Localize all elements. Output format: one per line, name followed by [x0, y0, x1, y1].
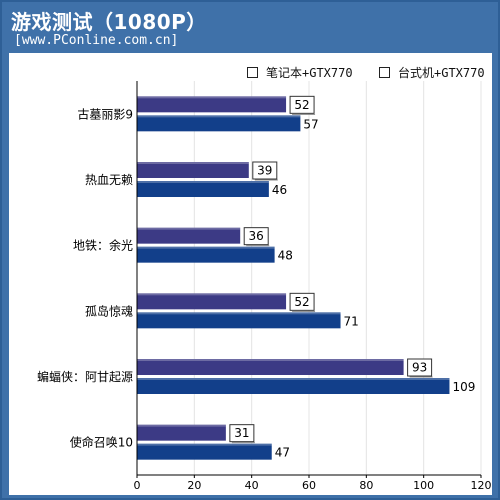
bar-0-1: [137, 162, 249, 178]
bar-highlight-0-5: [137, 424, 226, 427]
category-label-3: 孤岛惊魂: [85, 303, 133, 318]
bar-0-2: [137, 227, 241, 244]
bar-highlight-1-1: [137, 181, 269, 183]
data-label-1-0: 57: [303, 117, 318, 131]
bar-highlight-1-3: [137, 312, 341, 315]
x-tick-label-6: 120: [471, 479, 492, 492]
data-label-box-0-0: [289, 95, 315, 114]
data-label-0-5: 31: [234, 426, 249, 440]
bar-highlight-0-1: [137, 162, 249, 164]
bar-highlight-0-0: [137, 96, 287, 99]
chart-source: [www.PConline.com.cn]: [14, 33, 179, 48]
category-label-4: 蝙蝠侠：阿甘起源: [37, 369, 133, 384]
data-label-1-2: 48: [278, 249, 293, 263]
bar-1-4: [137, 378, 450, 394]
x-tick-label-1: 20: [187, 479, 201, 492]
category-label-0: 古墓丽影9: [77, 106, 133, 121]
category-label-2: 地铁：余光: [73, 238, 133, 253]
x-tick-label-5: 100: [413, 479, 434, 492]
data-label-1-4: 109: [452, 380, 475, 394]
legend-swatch-desktop: [379, 67, 390, 78]
data-label-0-4: 93: [412, 361, 427, 375]
legend-swatch-laptop: [247, 67, 258, 78]
data-label-0-2: 36: [249, 229, 264, 243]
legend-label-desktop: 台式机+GTX770: [398, 66, 485, 80]
bar-highlight-1-0: [137, 115, 301, 118]
legend-item-laptop: 笔记本+GTX770: [247, 64, 353, 81]
x-tick-label-0: 0: [134, 479, 141, 492]
data-label-box-0-3: [289, 292, 315, 311]
chart-title: 游戏测试（1080P）: [11, 10, 207, 34]
bar-1-1: [137, 181, 269, 197]
bar-highlight-1-2: [137, 246, 275, 249]
bar-highlight-1-4: [137, 378, 450, 380]
bar-1-3: [137, 312, 341, 329]
data-label-box-0-5: [229, 424, 255, 443]
data-label-0-0: 52: [294, 98, 309, 112]
bar-0-4: [137, 359, 404, 375]
data-label-1-3: 71: [344, 314, 359, 328]
bar-1-2: [137, 246, 275, 263]
plot-panel: 笔记本+GTX770 台式机+GTX770 古墓丽影9 52 57 热血无赖 39 46 地…: [9, 53, 492, 495]
data-label-1-1: 46: [272, 183, 287, 197]
bar-0-3: [137, 293, 287, 310]
data-label-1-5: 47: [275, 446, 290, 460]
x-tick-label-2: 40: [245, 479, 259, 492]
legend-label-laptop: 笔记本+GTX770: [266, 66, 353, 80]
bar-1-5: [137, 443, 272, 460]
x-tick-label-3: 60: [302, 479, 316, 492]
bar-highlight-0-3: [137, 293, 287, 296]
x-tick-label-4: 80: [359, 479, 373, 492]
data-label-box-0-2: [243, 227, 269, 246]
legend-item-desktop: 台式机+GTX770: [379, 64, 485, 81]
data-label-box-0-4: [407, 358, 433, 377]
category-label-1: 热血无赖: [85, 173, 133, 187]
bar-0-0: [137, 96, 287, 113]
bar-1-0: [137, 115, 301, 132]
data-label-0-1: 39: [257, 164, 272, 178]
data-label-0-3: 52: [294, 295, 309, 309]
bar-highlight-1-5: [137, 443, 272, 446]
category-label-5: 使命召唤10: [70, 435, 133, 450]
bar-0-5: [137, 424, 226, 441]
data-label-box-0-1: [252, 161, 278, 180]
bar-highlight-0-2: [137, 227, 241, 230]
bar-highlight-0-4: [137, 359, 404, 361]
